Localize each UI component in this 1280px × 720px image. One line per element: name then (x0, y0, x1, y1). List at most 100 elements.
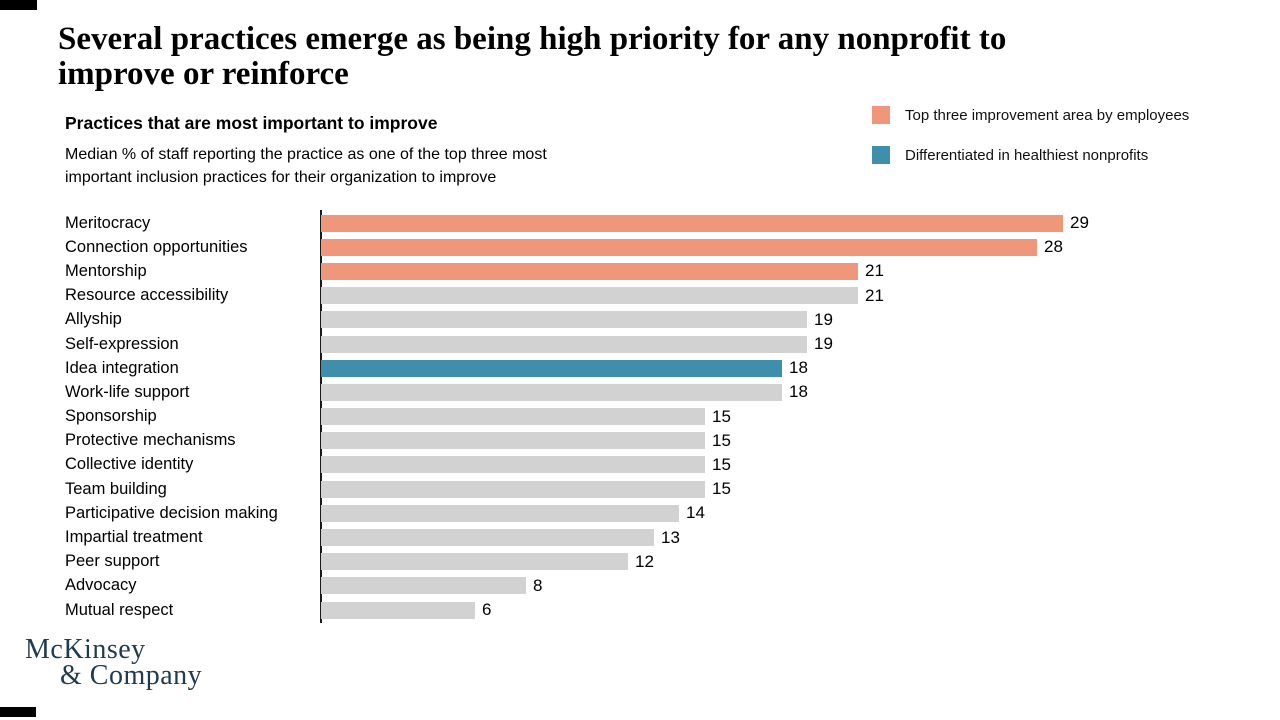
chart-axis-line (320, 210, 322, 623)
value-bar (321, 601, 475, 619)
logo-line-2: & Company (60, 660, 203, 691)
value-bar (321, 262, 858, 280)
value-bar (321, 383, 782, 401)
value-bar (321, 456, 705, 474)
chart-row: Protective mechanisms 15 (65, 429, 1215, 453)
bar-chart-rows: Meritocracy 29 Connection opportunities 28 M… (65, 211, 1215, 622)
legend-label: Top three improvement area by employees (905, 106, 1190, 124)
chart-header: Practices that are most important to imp… (65, 113, 438, 133)
bar-area: 6 (321, 598, 491, 622)
value-label: 13 (661, 527, 680, 547)
category-label: Mutual respect (65, 600, 174, 619)
category-label: Participative decision making (65, 503, 278, 522)
bar-area: 14 (321, 501, 705, 525)
value-label: 12 (635, 551, 654, 571)
corner-mark-top-left (0, 0, 37, 10)
chart-legend: Top three improvement area by employees … (872, 106, 1189, 186)
chart-row: Peer support 12 (65, 550, 1215, 574)
value-label: 15 (712, 454, 731, 474)
logo-line-1: McKinsey (25, 634, 146, 665)
value-label: 21 (865, 285, 884, 305)
value-bar (321, 408, 705, 426)
chart-row: Connection opportunities 28 (65, 235, 1215, 259)
value-label: 29 (1070, 213, 1089, 233)
bar-area: 28 (321, 235, 1063, 259)
chart-row: Self-expression 19 (65, 332, 1215, 356)
category-label: Idea integration (65, 358, 179, 377)
legend-swatch-orange-icon (872, 106, 890, 124)
bar-area: 13 (321, 525, 680, 549)
value-bar (321, 504, 679, 522)
chart-subtitle: Median % of staff reporting the practice… (65, 143, 547, 189)
value-label: 15 (712, 406, 731, 426)
value-bar (321, 553, 628, 571)
chart-subtitle-line-1: Median % of staff reporting the practice… (65, 146, 547, 163)
chart-row: Mutual respect 6 (65, 598, 1215, 622)
bar-area: 18 (321, 380, 808, 404)
value-label: 8 (533, 575, 543, 595)
value-bar (321, 287, 858, 305)
chart-row: Resource accessibility 21 (65, 284, 1215, 308)
legend-swatch-teal-icon (872, 146, 890, 164)
chart-row: Allyship 19 (65, 308, 1215, 332)
chart-row: Team building 15 (65, 477, 1215, 501)
category-label: Self-expression (65, 334, 179, 353)
value-label: 18 (789, 358, 808, 378)
value-bar (321, 577, 526, 595)
legend-label: Differentiated in healthiest nonprofits (905, 146, 1149, 164)
bar-area: 19 (321, 308, 833, 332)
chart-row: Work-life support 18 (65, 380, 1215, 404)
bar-area: 21 (321, 259, 884, 283)
category-label: Peer support (65, 552, 160, 571)
chart-row: Idea integration 18 (65, 356, 1215, 380)
value-bar (321, 311, 807, 329)
value-label: 6 (482, 600, 492, 620)
value-bar (321, 214, 1063, 232)
value-bar (321, 238, 1037, 256)
value-label: 19 (814, 334, 833, 354)
value-bar (321, 335, 807, 353)
value-label: 15 (712, 479, 731, 499)
legend-item-top-three: Top three improvement area by employees (872, 106, 1189, 124)
category-label: Resource accessibility (65, 286, 229, 305)
bar-area: 15 (321, 429, 731, 453)
value-bar (321, 480, 705, 498)
slide-title-line-1: Several practices emerge as being high p… (58, 21, 1007, 57)
corner-mark-bottom-left (0, 707, 36, 717)
category-label: Impartial treatment (65, 528, 203, 547)
slide-title: Several practices emerge as being high p… (58, 22, 1208, 92)
slide-title-line-2: improve or reinforce (58, 56, 349, 92)
bar-chart: Meritocracy 29 Connection opportunities 28 M… (65, 211, 1215, 622)
bar-area: 15 (321, 405, 731, 429)
mckinsey-logo: McKinsey & Company (25, 634, 203, 691)
bar-area: 15 (321, 477, 731, 501)
chart-row: Impartial treatment 13 (65, 525, 1215, 549)
chart-row: Collective identity 15 (65, 453, 1215, 477)
bar-area: 8 (321, 574, 542, 598)
category-label: Work-life support (65, 382, 190, 401)
bar-area: 29 (321, 211, 1089, 235)
value-label: 14 (686, 503, 705, 523)
category-label: Meritocracy (65, 213, 151, 232)
category-label: Protective mechanisms (65, 431, 236, 450)
value-bar (321, 432, 705, 450)
bar-area: 18 (321, 356, 808, 380)
category-label: Sponsorship (65, 407, 157, 426)
value-label: 19 (814, 309, 833, 329)
value-bar (321, 359, 782, 377)
legend-item-differentiated: Differentiated in healthiest nonprofits (872, 146, 1189, 164)
chart-row: Mentorship 21 (65, 259, 1215, 283)
value-label: 18 (789, 382, 808, 402)
chart-row: Advocacy 8 (65, 574, 1215, 598)
bar-area: 21 (321, 284, 884, 308)
category-label: Connection opportunities (65, 237, 248, 256)
category-label: Collective identity (65, 455, 194, 474)
value-label: 28 (1044, 237, 1063, 257)
category-label: Mentorship (65, 261, 147, 280)
bar-area: 19 (321, 332, 833, 356)
chart-subtitle-line-2: important inclusion practices for their … (65, 169, 497, 186)
bar-area: 12 (321, 550, 654, 574)
category-label: Allyship (65, 310, 122, 329)
value-bar (321, 529, 654, 547)
chart-row: Meritocracy 29 (65, 211, 1215, 235)
